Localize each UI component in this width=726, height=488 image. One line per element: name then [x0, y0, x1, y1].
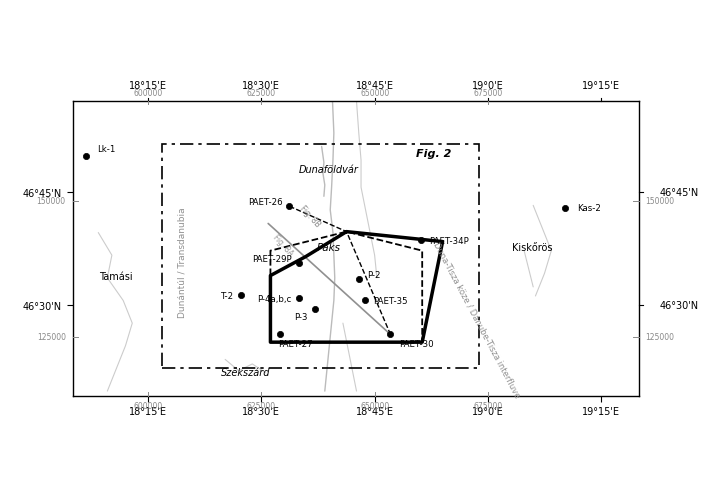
Text: PAET-27: PAET-27 [278, 339, 313, 348]
Text: P-3: P-3 [295, 313, 308, 322]
Text: Fig. 8A: Fig. 8A [272, 233, 295, 258]
Text: PAET-30: PAET-30 [399, 339, 433, 348]
Text: 650000: 650000 [360, 401, 389, 410]
Text: 125000: 125000 [645, 332, 674, 342]
Text: 125000: 125000 [37, 332, 66, 342]
Text: T-2: T-2 [221, 291, 234, 300]
Text: 46°45'N: 46°45'N [659, 187, 698, 197]
Text: Dunaföldvár: Dunaföldvár [298, 165, 359, 175]
Text: 18°30'E: 18°30'E [242, 81, 280, 91]
Text: P-4a,b,c: P-4a,b,c [258, 294, 292, 303]
Text: 150000: 150000 [37, 197, 66, 206]
Text: 19°0'E: 19°0'E [472, 81, 504, 91]
Text: Fig. 2: Fig. 2 [416, 148, 452, 159]
Text: Lk-1: Lk-1 [97, 145, 115, 154]
Text: Kas-2: Kas-2 [578, 203, 601, 213]
Text: 650000: 650000 [360, 88, 389, 98]
Text: PAET-35: PAET-35 [373, 296, 407, 305]
Text: Kiskőrös: Kiskőrös [512, 243, 552, 252]
Text: 675000: 675000 [473, 401, 502, 410]
Text: Szekszárd: Szekszárd [221, 367, 270, 377]
Text: 18°15'E: 18°15'E [129, 81, 167, 91]
Text: 150000: 150000 [645, 197, 674, 206]
Text: PAET-34P: PAET-34P [430, 236, 469, 245]
Text: Dunántúl / Transdanubia: Dunántúl / Transdanubia [178, 207, 187, 318]
Text: 625000: 625000 [247, 88, 276, 98]
Bar [162, 145, 479, 369]
Text: 18°45'E: 18°45'E [356, 81, 393, 91]
Text: 46°30'N: 46°30'N [659, 301, 698, 310]
Text: PAET-26: PAET-26 [248, 198, 282, 207]
Text: 675000: 675000 [473, 88, 502, 98]
Text: PAET-29P: PAET-29P [252, 254, 292, 264]
Text: 600000: 600000 [134, 88, 163, 98]
Text: 19°15'E: 19°15'E [582, 81, 620, 91]
Text: Paks: Paks [317, 243, 340, 252]
Text: P-2: P-2 [367, 270, 380, 279]
Text: Fig. 8B: Fig. 8B [298, 204, 322, 229]
Text: 625000: 625000 [247, 401, 276, 410]
Text: Duna-Tisza köze / Danube-Tisza interfluve: Duna-Tisza köze / Danube-Tisza interfluv… [431, 241, 522, 399]
Text: Tamási: Tamási [99, 271, 132, 281]
Text: 600000: 600000 [134, 401, 163, 410]
